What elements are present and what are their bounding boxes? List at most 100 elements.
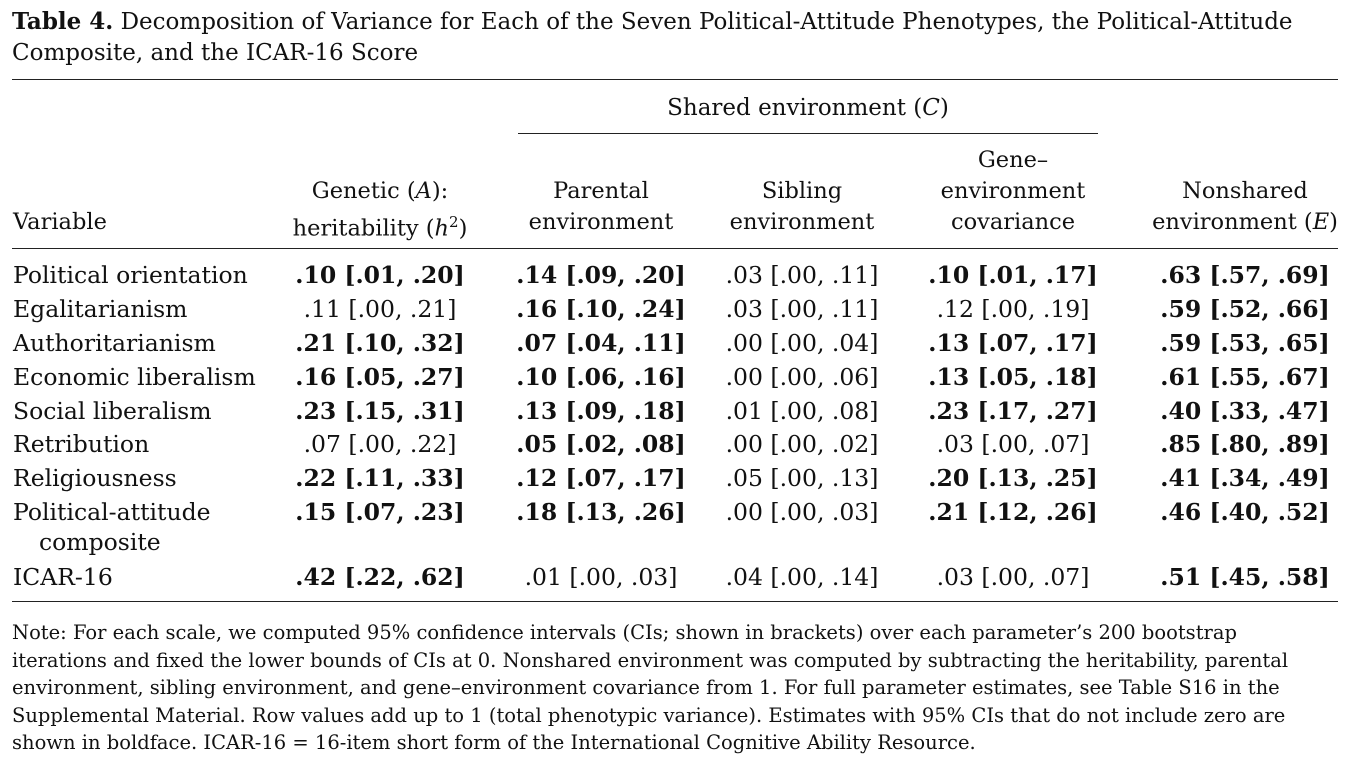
row-estimate: .10 [.01, .17] — [928, 261, 1098, 289]
row-estimate: .01 [.00, .03] — [524, 563, 678, 591]
header-variable: Variable — [13, 207, 107, 238]
header-covariance-line: covariance — [950, 209, 1076, 235]
row-estimate: .85 [.80, .89] — [1160, 430, 1330, 458]
row-variable: ICAR-16 — [13, 562, 113, 592]
row-estimate: .03 [.00, .11] — [725, 261, 879, 289]
table-row: Political orientation .10 [.01, .20] .14 [… — [0, 260, 1350, 294]
header-parental-line: Parental — [553, 178, 649, 204]
header-sibling-line: environment — [729, 209, 875, 235]
table-row: Religiousness .22 [.11, .33] .12 [.07, .17… — [0, 463, 1350, 497]
row-estimate: .42 [.22, .62] — [295, 563, 465, 591]
row-estimate: .46 [.40, .52] — [1160, 498, 1330, 526]
row-estimate: .00 [.00, .04] — [725, 329, 879, 357]
shared-environment-spanner: Shared environment (C) — [667, 95, 949, 121]
row-variable-text: Retribution — [13, 430, 150, 458]
row-estimate: .00 [.00, .03] — [725, 498, 879, 526]
table-row: Authoritarianism .21 [.10, .32] .07 [.04, … — [0, 328, 1350, 362]
row-estimate: .05 [.00, .13] — [725, 464, 879, 492]
table-caption: Table 4. Decomposition of Variance for E… — [12, 6, 1342, 69]
row-estimate: .59 [.53, .65] — [1160, 329, 1330, 357]
row-variable: Political orientation — [13, 260, 248, 290]
top-rule — [12, 79, 1338, 80]
row-estimate: .21 [.10, .32] — [295, 329, 465, 357]
row-variable-text: Political-attitude — [13, 498, 211, 526]
row-variable: Religiousness — [13, 463, 177, 493]
row-estimate: .21 [.12, .26] — [928, 498, 1098, 526]
row-variable-text: Authoritarianism — [13, 329, 216, 357]
table-row: ICAR-16 .42 [.22, .62] .01 [.00, .03] .04 [… — [0, 562, 1350, 596]
row-estimate: .12 [.00, .19] — [936, 295, 1090, 323]
spanner-rule — [518, 133, 1098, 134]
row-variable-text: Egalitarianism — [13, 295, 188, 323]
row-variable-text: Social liberalism — [13, 397, 212, 425]
header-covariance-line: environment — [940, 178, 1086, 204]
row-estimate: .20 [.13, .25] — [928, 464, 1098, 492]
row-estimate: .07 [.00, .22] — [303, 430, 457, 458]
header-parental-line: environment — [528, 209, 674, 235]
header-genetic-line: Genetic (A): — [311, 178, 449, 204]
row-estimate: .10 [.01, .20] — [295, 261, 465, 289]
row-estimate: .05 [.02, .08] — [516, 430, 686, 458]
table-row: Political-attitude composite .15 [.07, .23… — [0, 497, 1350, 556]
header-nonshared-line: Nonshared — [1182, 178, 1308, 204]
row-estimate: .51 [.45, .58] — [1160, 563, 1330, 591]
header-parental: Parental environment — [516, 176, 686, 238]
row-estimate: .16 [.05, .27] — [295, 363, 465, 391]
row-estimate: .61 [.55, .67] — [1160, 363, 1330, 391]
row-variable-text: Economic liberalism — [13, 363, 256, 391]
header-variable-label: Variable — [13, 209, 107, 235]
row-estimate: .63 [.57, .69] — [1160, 261, 1330, 289]
row-estimate: .04 [.00, .14] — [725, 563, 879, 591]
row-variable: Retribution — [13, 429, 149, 459]
row-variable-text: ICAR-16 — [13, 563, 113, 591]
row-variable-text: Political orientation — [13, 261, 248, 289]
row-estimate: .15 [.07, .23] — [295, 498, 465, 526]
bottom-rule — [12, 601, 1338, 602]
row-estimate: .11 [.00, .21] — [303, 295, 457, 323]
row-estimate: .14 [.09, .20] — [516, 261, 686, 289]
table-row: Egalitarianism .11 [.00, .21] .16 [.10, .2… — [0, 294, 1350, 328]
row-variable-text: Religiousness — [13, 464, 177, 492]
row-variable: Social liberalism — [13, 396, 212, 426]
row-estimate: .16 [.10, .24] — [516, 295, 686, 323]
table-row: Retribution .07 [.00, .22] .05 [.02, .08].… — [0, 429, 1350, 463]
row-estimate: .07 [.04, .11] — [516, 329, 686, 357]
header-genetic: Genetic (A): heritability (h2) — [290, 176, 470, 245]
row-estimate: .18 [.13, .26] — [516, 498, 686, 526]
header-sibling: Sibling environment — [722, 176, 882, 238]
row-estimate: .40 [.33, .47] — [1160, 397, 1330, 425]
header-genetic-line: heritability (h2) — [292, 213, 468, 242]
row-estimate: .23 [.17, .27] — [928, 397, 1098, 425]
row-variable: Political-attitude composite — [13, 497, 211, 557]
header-covariance-line: Gene– — [977, 147, 1049, 173]
row-estimate: .03 [.00, .11] — [725, 295, 879, 323]
row-estimate: .13 [.09, .18] — [516, 397, 686, 425]
table-title: Decomposition of Variance for Each of th… — [12, 9, 1293, 66]
table-label: Table 4. — [12, 8, 114, 35]
header-rule — [12, 248, 1338, 249]
row-estimate: .03 [.00, .07] — [936, 563, 1090, 591]
row-estimate: .59 [.52, .66] — [1160, 295, 1330, 323]
row-estimate: .01 [.00, .08] — [725, 397, 879, 425]
row-estimate: .00 [.00, .02] — [725, 430, 879, 458]
row-variable-text: composite — [39, 528, 161, 556]
row-estimate: .12 [.07, .17] — [516, 464, 686, 492]
table-row: Social liberalism .23 [.15, .31] .13 [.09,… — [0, 396, 1350, 430]
header-covariance: Gene– environment covariance — [918, 145, 1108, 238]
row-estimate: .10 [.06, .16] — [516, 363, 686, 391]
header-nonshared: Nonshared environment (E) — [1150, 176, 1340, 238]
table-note: Note: For each scale, we computed 95% co… — [12, 621, 1289, 754]
row-estimate: .22 [.11, .33] — [295, 464, 465, 492]
row-estimate: .03 [.00, .07] — [936, 430, 1090, 458]
row-variable: Authoritarianism — [13, 328, 216, 358]
row-estimate: .23 [.15, .31] — [295, 397, 465, 425]
row-estimate: .13 [.07, .17] — [928, 329, 1098, 357]
header-sibling-line: Sibling — [761, 178, 843, 204]
row-variable: Economic liberalism — [13, 362, 256, 392]
table-row: Economic liberalism .16 [.05, .27] .10 [.0… — [0, 362, 1350, 396]
row-estimate: .00 [.00, .06] — [725, 363, 879, 391]
row-variable: Egalitarianism — [13, 294, 187, 324]
row-estimate: .41 [.34, .49] — [1160, 464, 1330, 492]
row-estimate: .13 [.05, .18] — [928, 363, 1098, 391]
